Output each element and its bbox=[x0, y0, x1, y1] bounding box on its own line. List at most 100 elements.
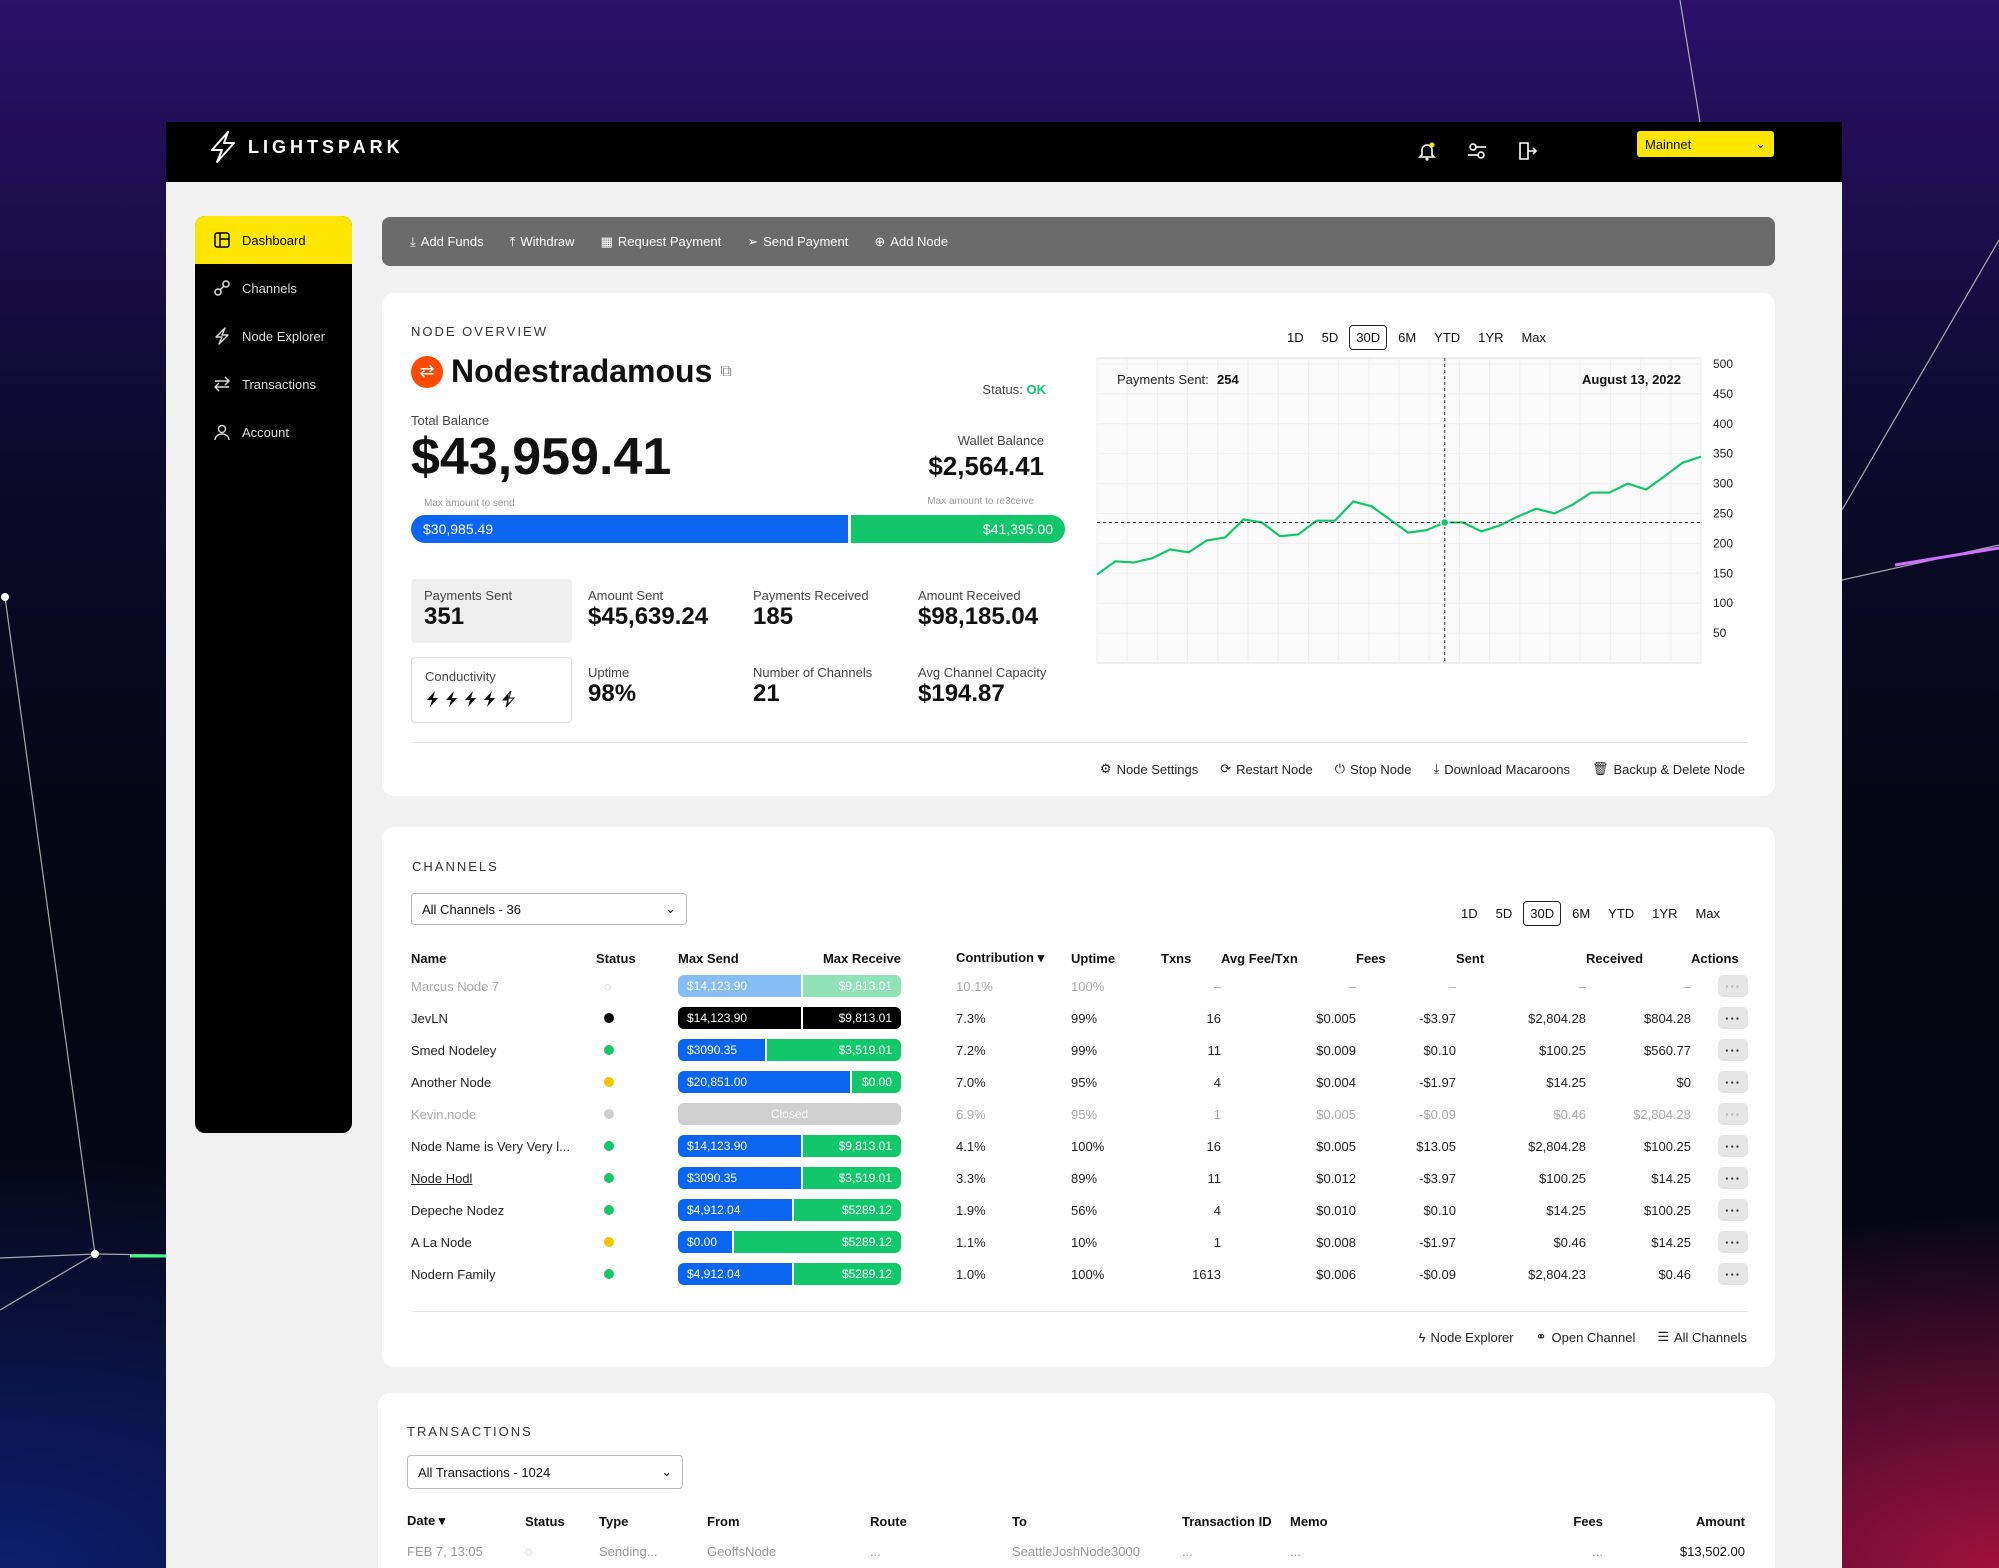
stop-node-button[interactable]: ⏻ Stop Node bbox=[1335, 761, 1412, 777]
channel-name[interactable]: Node Name is Very Very l... bbox=[411, 1138, 570, 1154]
column-header[interactable]: Name bbox=[411, 950, 447, 966]
column-header[interactable]: Route bbox=[870, 1513, 907, 1529]
network-select[interactable]: Mainnet ⌄ bbox=[1637, 131, 1774, 157]
add-node-button[interactable]: ⊕ Add Node bbox=[874, 234, 948, 250]
backup-delete-node-button[interactable]: 🗑 Backup & Delete Node bbox=[1592, 761, 1745, 777]
more-actions-icon[interactable]: ··· bbox=[1718, 1007, 1748, 1029]
action-label: Restart Node bbox=[1236, 761, 1313, 777]
column-header[interactable]: Max Receive bbox=[822, 950, 901, 966]
column-header[interactable]: Type bbox=[599, 1513, 629, 1529]
channel-name[interactable]: Nodern Family bbox=[411, 1266, 496, 1282]
channel-name[interactable]: Smed Nodeley bbox=[411, 1042, 497, 1058]
y-tick-label: 250 bbox=[1713, 506, 1733, 520]
range-max[interactable]: Max bbox=[1695, 906, 1721, 921]
column-header[interactable]: From bbox=[707, 1513, 740, 1529]
download-macaroons-button[interactable]: ⤓ Download Macaroons bbox=[1433, 761, 1569, 777]
more-actions-icon[interactable]: ··· bbox=[1718, 1199, 1748, 1221]
channel-name[interactable]: Depeche Nodez bbox=[411, 1202, 505, 1218]
table-row[interactable]: Kevin.node Closed 6.9% 95% 1 $0.005 -$0.09 $0.4… bbox=[411, 1098, 1748, 1130]
range-5d[interactable]: 5D bbox=[1495, 906, 1513, 921]
range-ytd[interactable]: YTD bbox=[1434, 330, 1461, 345]
channel-name[interactable]: JevLN bbox=[411, 1010, 448, 1026]
column-header[interactable]: Uptime bbox=[1071, 950, 1116, 966]
open-channel-button[interactable]: ⚭ Open Channel bbox=[1536, 1329, 1636, 1345]
withdraw-button[interactable]: ⤒ Withdraw bbox=[510, 234, 575, 250]
range-6m[interactable]: 6M bbox=[1398, 330, 1417, 345]
range-1d[interactable]: 1D bbox=[1461, 906, 1478, 921]
channel-name[interactable]: Marcus Node 7 bbox=[411, 978, 500, 994]
more-actions-icon[interactable]: ··· bbox=[1718, 1167, 1748, 1189]
table-row[interactable]: Depeche Nodez $4,912.04 $5289.12 1.9% 56% 4 $0… bbox=[411, 1194, 1748, 1226]
max-send-value: $3090.35 bbox=[687, 1171, 738, 1185]
range-6m[interactable]: 6M bbox=[1572, 906, 1591, 921]
settings-sliders-icon[interactable] bbox=[1462, 134, 1492, 168]
table-row[interactable]: Smed Nodeley $3090.35 $3,519.01 7.2% 99% 11 $0… bbox=[411, 1034, 1748, 1066]
restart-node-button[interactable]: ⟳ Restart Node bbox=[1220, 761, 1313, 777]
channel-name[interactable]: Another Node bbox=[411, 1074, 492, 1090]
more-actions-icon[interactable]: ··· bbox=[1718, 975, 1748, 997]
node-explorer-button[interactable]: ϟ Node Explorer bbox=[1419, 1329, 1514, 1345]
node-settings-button[interactable]: ⚙ Node Settings bbox=[1100, 761, 1198, 777]
table-row[interactable]: FEB 7, 13:05 ◌ Sending... GeoffsNode ...… bbox=[407, 1533, 1745, 1568]
all-channels-button[interactable]: ☰ All Channels bbox=[1657, 1329, 1747, 1345]
column-header[interactable]: Memo bbox=[1290, 1513, 1328, 1529]
notification-bell-icon[interactable] bbox=[1412, 134, 1442, 168]
range-1d[interactable]: 1D bbox=[1287, 330, 1304, 345]
column-header[interactable]: Amount bbox=[1695, 1513, 1745, 1529]
channel-txns: – bbox=[1213, 978, 1221, 994]
channel-name[interactable]: Node Hodl bbox=[411, 1170, 473, 1186]
more-actions-icon[interactable]: ··· bbox=[1718, 1103, 1748, 1125]
column-header[interactable]: Max Send bbox=[678, 950, 739, 966]
column-header[interactable]: Status bbox=[525, 1513, 565, 1529]
more-actions-icon[interactable]: ··· bbox=[1718, 1135, 1748, 1157]
transactions-filter-select[interactable]: All Transactions - 1024 ⌄ bbox=[407, 1455, 683, 1489]
column-header[interactable]: Received bbox=[1586, 950, 1644, 966]
column-header[interactable]: Txns bbox=[1161, 950, 1192, 966]
table-row[interactable]: JevLN $14,123.90 $9,813.01 7.3% 99% 16 $0.005 -… bbox=[411, 1002, 1748, 1034]
range-1yr[interactable]: 1YR bbox=[1652, 906, 1678, 921]
add-funds-button[interactable]: ⤓ Add Funds bbox=[410, 234, 484, 250]
table-row[interactable]: Node Hodl $3090.35 $3,519.01 3.3% 89% 11 $0.01… bbox=[411, 1162, 1748, 1194]
sidebar-item-transactions[interactable]: Transactions bbox=[195, 360, 352, 408]
range-5d[interactable]: 5D bbox=[1321, 330, 1339, 345]
channel-name[interactable]: Kevin.node bbox=[411, 1106, 477, 1122]
range-1yr[interactable]: 1YR bbox=[1478, 330, 1504, 345]
sidebar-item-node-explorer[interactable]: Node Explorer bbox=[195, 312, 352, 360]
column-header[interactable]: To bbox=[1012, 1513, 1027, 1529]
more-actions-icon[interactable]: ··· bbox=[1718, 1263, 1748, 1285]
range-ytd[interactable]: YTD bbox=[1608, 906, 1635, 921]
range-30d[interactable]: 30D bbox=[1523, 901, 1562, 926]
range-max[interactable]: Max bbox=[1521, 330, 1547, 345]
table-row[interactable]: A La Node $0.00 $5289.12 1.1% 10% 1 $0.008 -$1.… bbox=[411, 1226, 1748, 1258]
more-actions-icon[interactable]: ··· bbox=[1718, 1071, 1748, 1093]
column-header[interactable]: Contribution ▾ bbox=[956, 950, 1045, 965]
sidebar-item-dashboard[interactable]: Dashboard bbox=[195, 216, 352, 264]
channel-name[interactable]: A La Node bbox=[411, 1234, 472, 1250]
column-header[interactable]: Status bbox=[596, 950, 636, 966]
tooltip-date: August 13, 2022 bbox=[1582, 372, 1681, 387]
sidebar-item-channels[interactable]: Channels bbox=[195, 264, 352, 312]
table-row[interactable]: Another Node $20,851.00 $0.00 7.0% 95% 4 $0.00… bbox=[411, 1066, 1748, 1098]
y-tick-label: 350 bbox=[1713, 447, 1733, 461]
more-actions-icon[interactable]: ··· bbox=[1718, 1039, 1748, 1061]
request-payment-button[interactable]: ▦ Request Payment bbox=[601, 234, 722, 250]
copy-icon[interactable]: ⧉ bbox=[720, 362, 732, 380]
column-header[interactable]: Fees bbox=[1356, 950, 1386, 966]
channels-filter-select[interactable]: All Channels - 36 ⌄ bbox=[411, 893, 687, 925]
table-row[interactable]: Nodern Family $4,912.04 $5289.12 1.0% 100% 16… bbox=[411, 1258, 1748, 1290]
column-header[interactable]: Fees bbox=[1573, 1513, 1603, 1529]
stat-payments-sent[interactable]: Payments Sent 351 bbox=[411, 579, 572, 643]
send-payment-button[interactable]: ➢ Send Payment bbox=[747, 234, 848, 250]
column-header[interactable]: Transaction ID bbox=[1182, 1513, 1272, 1529]
table-row[interactable]: Marcus Node 7 ◌ $14,123.90 $9,813.01 10.1% 10… bbox=[411, 970, 1748, 1002]
range-30d[interactable]: 30D bbox=[1349, 325, 1388, 350]
logout-icon[interactable] bbox=[1512, 134, 1542, 168]
sidebar-item-account[interactable]: Account bbox=[195, 408, 352, 456]
more-actions-icon[interactable]: ··· bbox=[1718, 1231, 1748, 1253]
column-header[interactable]: Avg Fee/Txn bbox=[1221, 950, 1298, 966]
column-header[interactable]: Sent bbox=[1456, 950, 1485, 966]
y-tick-label: 150 bbox=[1713, 566, 1733, 580]
table-row[interactable]: Node Name is Very Very l... $14,123.90 $9,… bbox=[411, 1130, 1748, 1162]
column-header[interactable]: Date ▾ bbox=[407, 1513, 446, 1528]
payments-chart[interactable]: 50100150200250300350400450500Jul 26Aug 1… bbox=[1092, 353, 1762, 673]
